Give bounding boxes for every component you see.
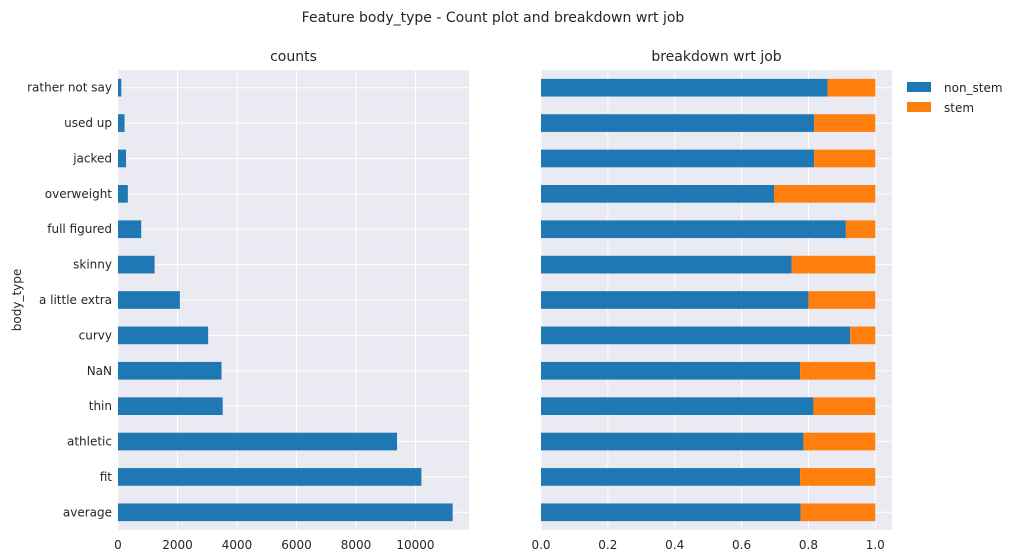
counts-y-ticks: average fit athletic thin NaN curvy a little e… [27, 81, 112, 520]
legend: non_stem stem [907, 81, 1003, 115]
breakdown-bar-stem-overweight [773, 185, 876, 203]
counts-bar-athletic [118, 432, 398, 451]
y-tick-label-average: average [63, 505, 112, 519]
counts-x-tick-label: 8000 [341, 538, 372, 552]
counts-x-ticks: 0 2000 4000 6000 8000 10000 [114, 538, 434, 552]
counts-bar-fit [118, 468, 422, 486]
y-tick-label-rather-not-say: rather not say [27, 81, 112, 95]
breakdown-bar-stem-thin [813, 397, 876, 415]
y-tick-label-jacked: jacked [72, 151, 112, 165]
counts-title: counts [270, 49, 317, 65]
breakdown-bar-stem-a-little-extra [808, 291, 876, 309]
counts-x-tick-label: 2000 [162, 538, 193, 552]
breakdown-x-tick-label: 0.0 [531, 538, 550, 552]
breakdown-bar-stem-curvy [850, 326, 876, 345]
y-tick-label-nan: NaN [87, 364, 112, 378]
breakdown-x-tick-label: 0.2 [598, 538, 617, 552]
counts-bar-nan [118, 361, 222, 380]
breakdown-x-ticks: 0.0 0.2 0.4 0.6 0.8 1.0 [531, 538, 884, 552]
y-tick-label-curvy: curvy [79, 328, 112, 342]
legend-swatch-non-stem [907, 82, 931, 92]
breakdown-bar-non-stem-average [541, 503, 801, 522]
counts-bar-jacked [118, 149, 127, 168]
counts-panel: 0 2000 4000 6000 8000 10000 average fit athleti… [10, 49, 469, 552]
breakdown-bar-non-stem-athletic [541, 432, 804, 451]
breakdown-bar-non-stem-full-figured [541, 220, 846, 239]
y-tick-label-full-figured: full figured [47, 222, 112, 236]
breakdown-bar-stem-full-figured [845, 220, 876, 239]
counts-bar-full-figured [118, 220, 142, 239]
breakdown-bar-non-stem-rather-not-say [541, 78, 828, 97]
counts-bar-rather-not-say [118, 78, 122, 97]
counts-bar-overweight [118, 185, 128, 203]
counts-bar-a-little-extra [118, 291, 180, 309]
breakdown-bar-non-stem-curvy [541, 326, 851, 345]
breakdown-bar-non-stem-skinny [541, 255, 792, 274]
counts-bars [118, 78, 453, 522]
breakdown-x-tick-label: 0.6 [732, 538, 751, 552]
breakdown-bar-stem-used-up [814, 114, 876, 132]
counts-bar-skinny [118, 255, 155, 274]
breakdown-bar-stem-average [800, 503, 876, 522]
breakdown-bar-non-stem-a-little-extra [541, 291, 809, 309]
counts-x-tick-label: 10000 [396, 538, 434, 552]
legend-swatch-stem [907, 102, 931, 112]
breakdown-bar-non-stem-fit [541, 468, 801, 486]
counts-x-tick-label: 6000 [281, 538, 312, 552]
y-tick-label-overweight: overweight [45, 187, 113, 201]
y-tick-label-skinny: skinny [73, 258, 112, 272]
breakdown-bar-stem-rather-not-say [827, 78, 876, 97]
y-tick-label-athletic: athletic [67, 435, 112, 449]
legend-label-stem: stem [944, 101, 974, 115]
breakdown-bar-stem-nan [800, 361, 876, 380]
breakdown-title: breakdown wrt job [651, 49, 781, 65]
y-tick-label-thin: thin [89, 399, 112, 413]
breakdown-bar-stem-fit [800, 468, 876, 486]
breakdown-bar-non-stem-nan [541, 361, 801, 380]
figure-suptitle: Feature body_type - Count plot and break… [302, 10, 685, 26]
breakdown-x-tick-label: 0.8 [799, 538, 818, 552]
legend-label-non-stem: non_stem [944, 81, 1003, 95]
breakdown-x-tick-label: 1.0 [866, 538, 885, 552]
breakdown-bar-stem-jacked [814, 149, 876, 168]
breakdown-bar-non-stem-overweight [541, 185, 774, 203]
counts-bar-curvy [118, 326, 209, 345]
y-tick-label-fit: fit [100, 470, 113, 484]
breakdown-x-tick-label: 0.4 [665, 538, 684, 552]
counts-x-tick-label: 0 [114, 538, 122, 552]
breakdown-bar-non-stem-used-up [541, 114, 815, 132]
breakdown-bar-non-stem-jacked [541, 149, 815, 168]
breakdown-bars [541, 78, 876, 522]
counts-bar-thin [118, 397, 223, 415]
counts-bar-average [118, 503, 453, 522]
y-tick-label-a-little-extra: a little extra [39, 293, 112, 307]
counts-bar-used-up [118, 114, 125, 132]
breakdown-bar-stem-skinny [791, 255, 876, 274]
y-tick-label-used-up: used up [64, 116, 112, 130]
breakdown-panel: 0.0 0.2 0.4 0.6 0.8 1.0 breakdown wrt job [531, 49, 892, 552]
breakdown-bar-stem-athletic [803, 432, 876, 451]
counts-y-axis-label: body_type [10, 269, 24, 331]
counts-x-tick-label: 4000 [222, 538, 253, 552]
breakdown-bar-non-stem-thin [541, 397, 814, 415]
